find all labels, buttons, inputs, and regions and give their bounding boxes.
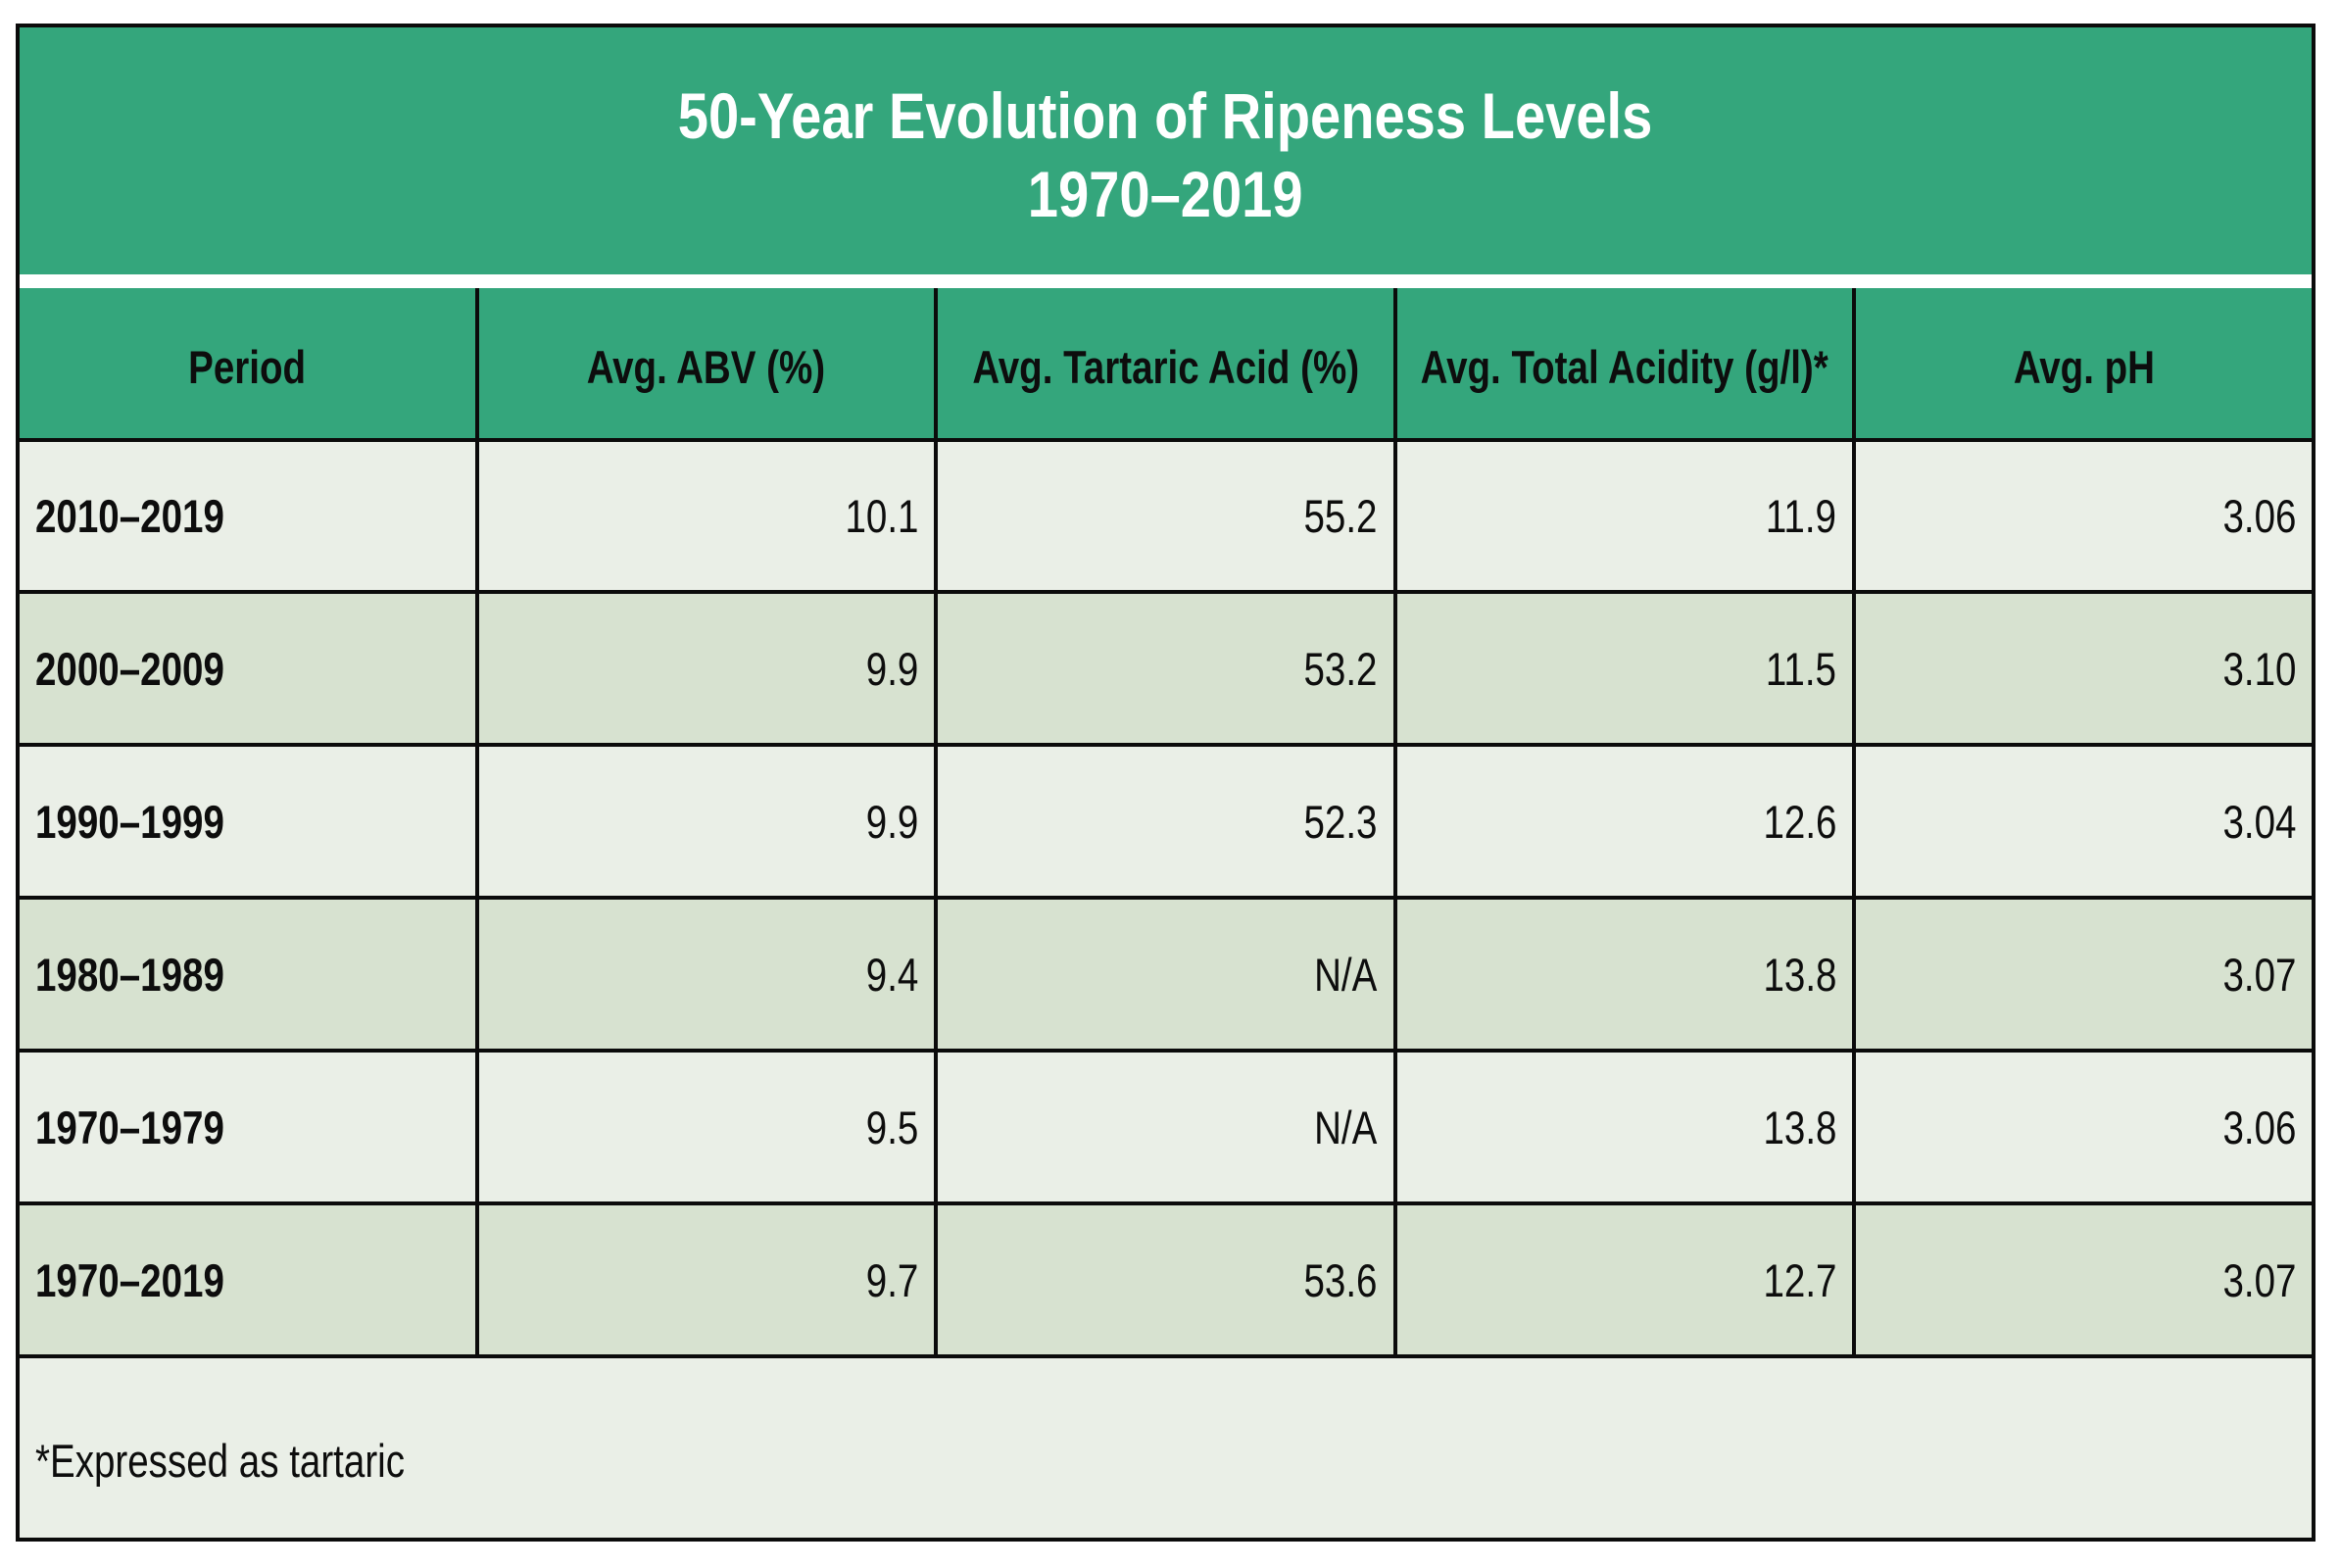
cell-tartaric-1970-2019: 53.6 (938, 1205, 1393, 1354)
title-separator (20, 274, 2312, 288)
cell-tartaric-2000-2009: 53.2 (938, 594, 1393, 743)
cell-acidity-2010-2019: 11.9 (1396, 442, 1853, 590)
header-cell-tartaric-acid: Avg. Tartaric Acid (%) (938, 288, 1393, 438)
header-cell-total-acidity: Avg. Total Acidity (g/l)* (1396, 288, 1853, 438)
cell-abv-1970-1979: 9.5 (478, 1053, 935, 1201)
cell-acidity-1970-2019: 12.7 (1396, 1205, 1853, 1354)
cell-period-2010-2019: 2010–2019 (20, 442, 475, 590)
cell-period-2000-2009: 2000–2009 (20, 594, 475, 743)
ripeness-table: 50-Year Evolution of Ripeness Levels 197… (16, 24, 2316, 1542)
cell-ph-2010-2019: 3.06 (1856, 442, 2312, 590)
data-grid: Period Avg. ABV (%) Avg. Tartaric Acid (… (20, 288, 2312, 1538)
footnote-cell: *Expressed as tartaric (20, 1358, 2312, 1538)
cell-ph-2000-2009: 3.10 (1856, 594, 2312, 743)
cell-acidity-1990-1999: 12.6 (1396, 747, 1853, 896)
cell-period-1980-1989: 1980–1989 (20, 900, 475, 1049)
cell-ph-1970-1979: 3.06 (1856, 1053, 2312, 1201)
cell-tartaric-2010-2019: 55.2 (938, 442, 1393, 590)
cell-abv-1980-1989: 9.4 (478, 900, 935, 1049)
cell-abv-2000-2009: 9.9 (478, 594, 935, 743)
header-cell-abv: Avg. ABV (%) (478, 288, 935, 438)
cell-tartaric-1980-1989: N/A (938, 900, 1393, 1049)
cell-acidity-1970-1979: 13.8 (1396, 1053, 1853, 1201)
table-title: 50-Year Evolution of Ripeness Levels 197… (20, 27, 2312, 274)
footnote-text: *Expressed as tartaric (35, 1435, 405, 1487)
cell-period-1970-1979: 1970–1979 (20, 1053, 475, 1201)
cell-period-1970-2019: 1970–2019 (20, 1205, 475, 1354)
cell-abv-1990-1999: 9.9 (478, 747, 935, 896)
cell-ph-1970-2019: 3.07 (1856, 1205, 2312, 1354)
cell-acidity-2000-2009: 11.5 (1396, 594, 1853, 743)
cell-ph-1990-1999: 3.04 (1856, 747, 2312, 896)
cell-period-1990-1999: 1990–1999 (20, 747, 475, 896)
header-cell-ph: Avg. pH (1856, 288, 2312, 438)
cell-abv-2010-2019: 10.1 (478, 442, 935, 590)
cell-tartaric-1970-1979: N/A (938, 1053, 1393, 1201)
table-title-line2: 1970–2019 (1028, 158, 1303, 230)
header-cell-period: Period (20, 288, 475, 438)
cell-abv-1970-2019: 9.7 (478, 1205, 935, 1354)
cell-acidity-1980-1989: 13.8 (1396, 900, 1853, 1049)
cell-tartaric-1990-1999: 52.3 (938, 747, 1393, 896)
table-title-line1: 50-Year Evolution of Ripeness Levels (678, 79, 1653, 152)
cell-ph-1980-1989: 3.07 (1856, 900, 2312, 1049)
